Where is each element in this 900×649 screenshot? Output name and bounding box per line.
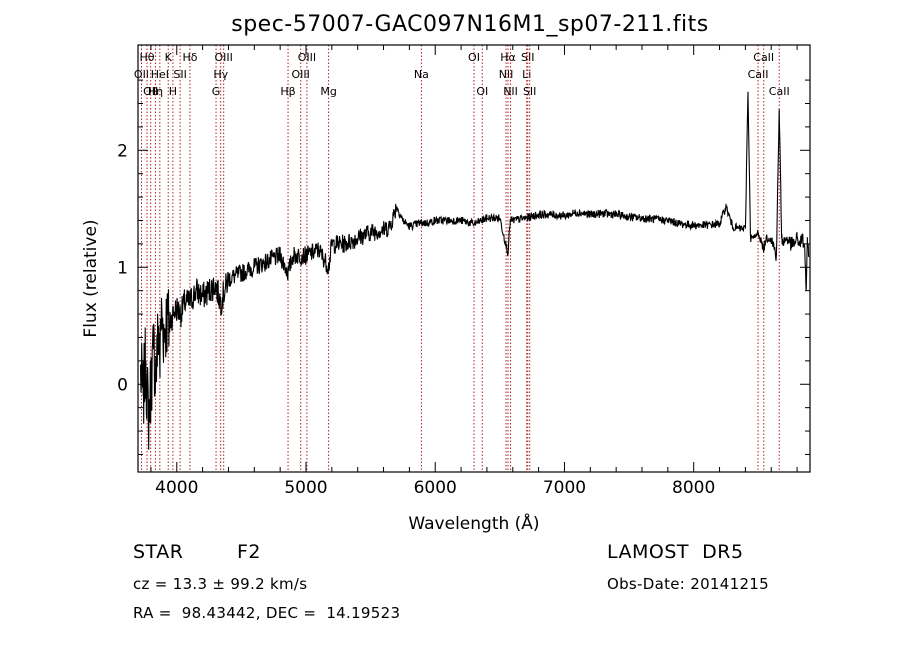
observation-date: Obs-Date: 20141215 — [607, 575, 769, 593]
y-tick-label: 1 — [117, 258, 128, 278]
x-tick-label: 7000 — [543, 478, 586, 498]
marker-label: Hδ — [182, 51, 197, 64]
y-tick-label: 2 — [117, 141, 128, 161]
marker-label: NII — [499, 68, 514, 81]
tick-labels: 4000 5000 6000 7000 8000 0 1 2 — [117, 141, 715, 498]
x-tick-label: 6000 — [414, 478, 457, 498]
marker-label: H — [169, 85, 177, 98]
marker-label: NII — [503, 85, 518, 98]
marker-label: CaII — [753, 51, 774, 64]
marker-label: HeI — [151, 68, 169, 81]
y-axis-label: Flux (relative) — [81, 219, 101, 337]
survey-name: LAMOST DR5 — [607, 541, 744, 563]
y-tick-label: 0 — [117, 375, 128, 395]
axis-ticks — [138, 45, 810, 472]
marker-label: G — [212, 85, 221, 98]
marker-label: SII — [523, 85, 536, 98]
marker-label: Li — [522, 68, 531, 81]
marker-label: OIII — [298, 51, 316, 64]
marker-label: SII — [173, 68, 186, 81]
marker-label: OII — [143, 85, 158, 98]
marker-label: Na — [414, 68, 429, 81]
x-axis-label: Wavelength (Å) — [408, 512, 539, 534]
coordinates-text: RA = 98.43442, DEC = 14.19523 — [133, 604, 401, 622]
marker-label: OIII — [214, 51, 232, 64]
x-tick-label: 4000 — [155, 478, 198, 498]
marker-label: Hβ — [280, 85, 295, 98]
spectrum-series-line — [140, 91, 810, 450]
marker-label: CaII — [748, 68, 769, 81]
plot-frame — [137, 44, 811, 473]
marker-label: Mg — [320, 85, 336, 98]
object-subclass: F2 — [237, 541, 262, 563]
chart-title: spec-57007-GAC097N16M1_sp07-211.fits — [231, 12, 709, 37]
marker-label: Hγ — [213, 68, 228, 81]
marker-label: Hη — [148, 85, 163, 98]
marker-label: CaII — [769, 85, 790, 98]
line-markers: OIIHθOIIHηHeIKHSIIHδGHγOIIIHβOIIIOIIIMgN… — [134, 45, 790, 472]
redshift-text: cz = 13.3 ± 99.2 km/s — [133, 575, 308, 593]
marker-label: Hθ — [140, 51, 155, 64]
object-class: STAR — [133, 541, 184, 563]
marker-label: OI — [476, 85, 488, 98]
marker-label: OIII — [292, 68, 310, 81]
x-tick-label: 5000 — [284, 478, 327, 498]
marker-label: K — [165, 51, 173, 64]
marker-label: Hα — [500, 51, 516, 64]
x-tick-label: 8000 — [672, 478, 715, 498]
marker-label: OI — [468, 51, 480, 64]
marker-label: SII — [521, 51, 534, 64]
